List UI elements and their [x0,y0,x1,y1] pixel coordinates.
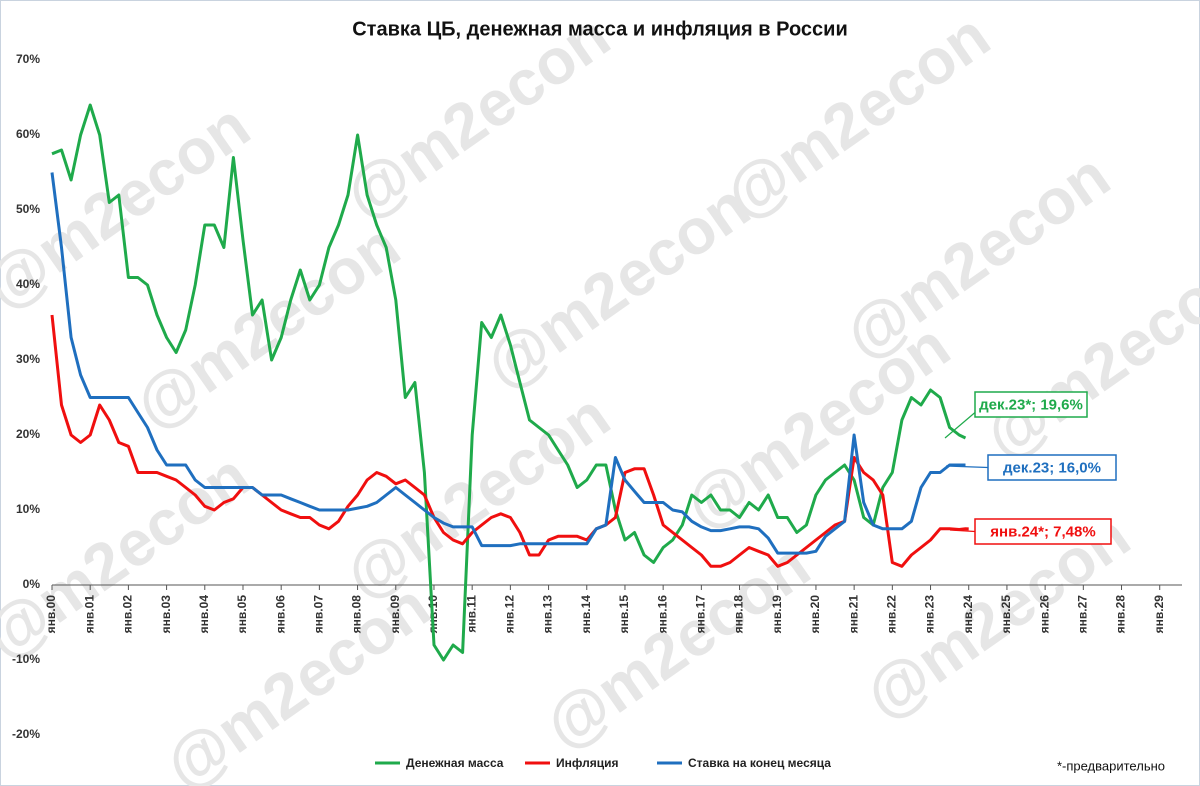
y-tick-label: 10% [16,502,40,516]
y-tick-label: 30% [16,352,40,366]
x-tick-label: янв.25 [999,595,1013,634]
x-tick-label: янв.29 [1152,595,1166,634]
x-tick-label: янв.19 [770,595,784,634]
x-tick-label: янв.07 [312,595,326,634]
x-tick-label: янв.14 [579,595,593,634]
x-tick-label: янв.24 [961,595,975,634]
x-tick-label: янв.27 [1075,595,1089,634]
y-tick-label: 50% [16,202,40,216]
annotation-box [987,454,1117,481]
x-tick-label: янв.02 [121,595,135,634]
annotation-box [974,391,1088,418]
chart-title: Ставка ЦБ, денежная масса и инфляция в Р… [352,18,848,40]
x-tick-label: янв.22 [885,595,899,634]
x-tick-label: янв.23 [923,595,937,634]
x-tick-label: янв.18 [732,595,746,634]
x-tick-label: янв.05 [235,595,249,634]
x-tick-label: янв.28 [1114,595,1128,634]
y-tick-label: -10% [12,652,40,666]
legend-label: Денежная масса [406,756,504,770]
y-tick-label: 40% [16,277,40,291]
annotation-leader [949,529,976,533]
footnote: *-предварительно [1057,758,1165,773]
y-tick-label: 60% [16,127,40,141]
x-tick-label: янв.16 [655,595,669,634]
x-tick-label: янв.21 [846,595,860,634]
series-line [51,103,967,662]
annotation-box [974,518,1112,545]
x-tick-label: янв.06 [273,595,287,634]
x-tick-label: янв.00 [44,595,58,634]
x-tick-label: янв.17 [694,595,708,634]
x-tick-label: янв.11 [464,595,478,633]
x-tick-label: янв.15 [617,595,631,634]
x-tick-label: янв.03 [159,595,173,634]
x-tick-label: янв.12 [503,595,517,634]
legend-label: Ставка на конец месяца [688,756,831,770]
x-tick-label: янв.01 [82,595,96,634]
legend-label: Инфляция [556,756,618,770]
annotation-leader [945,465,989,469]
series-line [50,314,969,568]
annotation-leader [944,412,976,439]
y-tick-label: 70% [16,52,40,66]
annotation-text: дек.23*; 19,6% [979,396,1083,413]
x-tick-label: янв.08 [350,595,364,634]
y-tick-label: 0% [23,577,41,591]
x-tick-label: янв.04 [197,595,211,634]
annotation-text: янв.24*; 7,48% [990,523,1095,540]
y-tick-label: 20% [16,427,40,441]
x-tick-label: янв.09 [388,595,402,634]
series-line [50,172,966,555]
x-tick-label: янв.26 [1037,595,1051,634]
x-tick-label: янв.20 [808,595,822,634]
annotation-text: дек.23; 16,0% [1003,459,1101,476]
x-tick-label: янв.13 [541,595,555,634]
y-tick-label: -20% [12,727,40,741]
